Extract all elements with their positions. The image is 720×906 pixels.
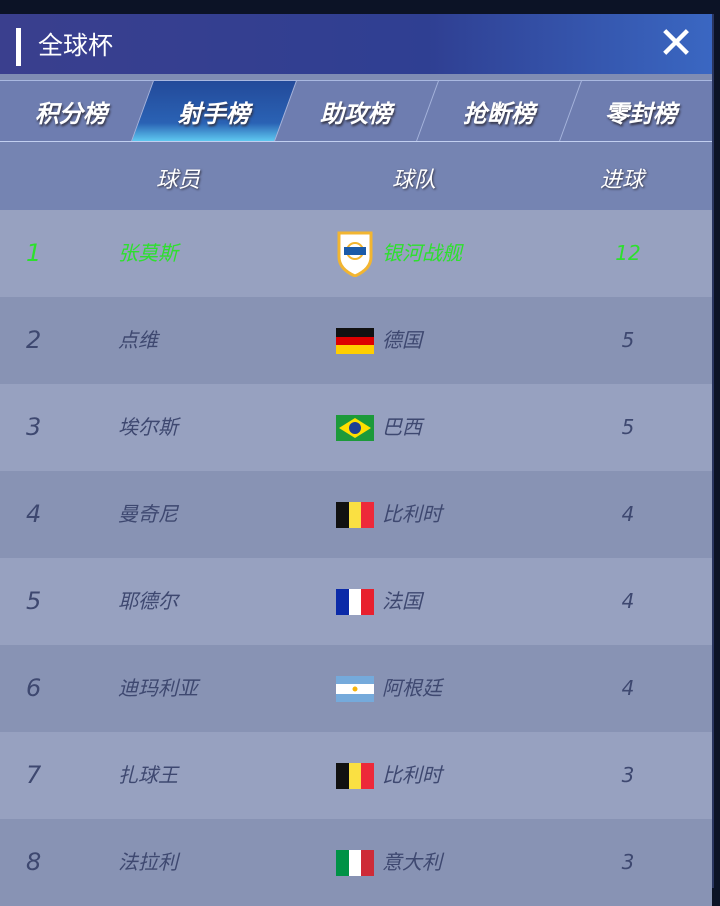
table-row[interactable]: 1 张莫斯 银河战舰 12 (0, 210, 712, 297)
team-name: 比利时 (382, 502, 442, 526)
goals: 4 (621, 676, 635, 700)
team-name: 德国 (382, 328, 422, 352)
table-row[interactable]: 2 点维 德国 5 (0, 297, 712, 384)
team-name: 阿根廷 (382, 676, 442, 700)
tab-assists[interactable]: 助攻榜 (274, 81, 439, 141)
tab-clean-sheets[interactable]: 零封榜 (559, 81, 720, 141)
table-row[interactable]: 8 法拉利 意大利 3 (0, 819, 712, 906)
table-row[interactable]: 7 扎球王 比利时 3 (0, 732, 712, 819)
rank: 7 (26, 761, 42, 789)
table-row[interactable]: 5 耶德尔 法国 4 (0, 558, 712, 645)
goals: 4 (621, 502, 635, 526)
close-icon[interactable]: ✕ (657, 18, 695, 69)
player-name: 张莫斯 (118, 241, 178, 265)
rank: 6 (26, 674, 42, 702)
header-player: 球员 (156, 168, 201, 193)
rank: 2 (26, 326, 42, 354)
tab-label: 射手榜 (177, 99, 250, 128)
rank: 8 (26, 848, 42, 876)
flag-germany-icon (336, 328, 374, 354)
team-name: 意大利 (382, 850, 442, 874)
table-row[interactable]: 6 迪玛利亚 阿根廷 4 (0, 645, 712, 732)
goals: 5 (621, 328, 635, 352)
team-name: 巴西 (382, 415, 422, 439)
table-row[interactable]: 4 曼奇尼 比利时 4 (0, 471, 712, 558)
player-name: 迪玛利亚 (118, 676, 198, 700)
header-team: 球队 (392, 168, 437, 193)
title-accent-bar (16, 28, 21, 66)
tab-standings[interactable]: 积分榜 (0, 81, 154, 141)
flag-france-icon (336, 589, 374, 615)
team-name: 比利时 (382, 763, 442, 787)
player-name: 埃尔斯 (118, 415, 178, 439)
goals: 12 (615, 241, 641, 265)
rank: 5 (26, 587, 42, 615)
flag-italy-icon (336, 850, 374, 876)
flag-argentina-icon (336, 676, 374, 702)
flag-belgium-icon (336, 502, 374, 528)
tab-label: 积分榜 (34, 99, 107, 128)
rank: 1 (26, 239, 42, 267)
header: 全球杯 ✕ (0, 14, 712, 74)
team-name: 银河战舰 (382, 241, 462, 265)
flag-brazil-icon (336, 415, 374, 441)
rank: 3 (26, 413, 42, 441)
team-name: 法国 (382, 589, 422, 613)
leaderboard-panel: 全球杯 ✕ 积分榜 射手榜 助攻榜 抢断榜 零封榜 球员 球队 进球 1 张莫斯… (0, 14, 714, 906)
player-name: 耶德尔 (118, 589, 178, 613)
tab-bar: 积分榜 射手榜 助攻榜 抢断榜 零封榜 (0, 80, 712, 143)
rank: 4 (26, 500, 42, 528)
player-name: 点维 (118, 328, 158, 352)
tab-label: 助攻榜 (319, 99, 392, 128)
goals: 3 (621, 763, 635, 787)
goals: 3 (621, 850, 635, 874)
goals: 4 (621, 589, 635, 613)
header-goals: 进球 (600, 168, 645, 193)
tab-label: 零封榜 (605, 99, 678, 128)
column-headers: 球员 球队 进球 (0, 142, 712, 210)
goals: 5 (621, 415, 635, 439)
player-name: 法拉利 (118, 850, 178, 874)
page-title: 全球杯 (38, 31, 114, 60)
player-name: 扎球王 (118, 763, 178, 787)
table-row[interactable]: 3 埃尔斯 巴西 5 (0, 384, 712, 471)
tab-tackles[interactable]: 抢断榜 (416, 81, 582, 141)
tab-top-scorers[interactable]: 射手榜 (131, 81, 297, 141)
tab-label: 抢断榜 (462, 99, 535, 128)
flag-belgium-icon (336, 763, 374, 789)
player-name: 曼奇尼 (118, 502, 178, 526)
club-shield-icon (336, 231, 374, 278)
